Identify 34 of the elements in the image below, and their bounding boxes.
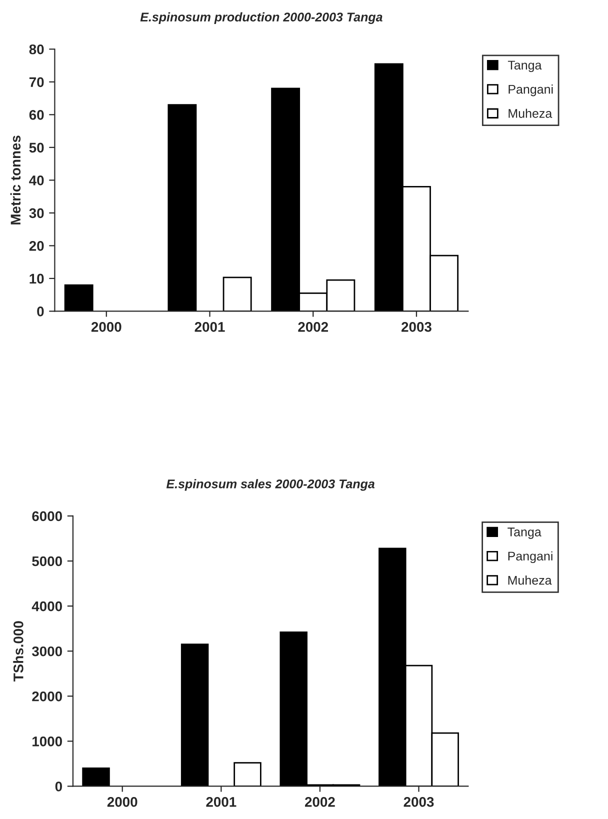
- y-tick-label: 2000: [32, 691, 62, 702]
- legend-label: Tanga: [508, 528, 542, 539]
- y-tick-label: 20: [29, 241, 44, 251]
- y-tick-label: 5000: [32, 556, 62, 566]
- x-tick-label: 2003: [404, 797, 434, 807]
- y-tick-label: 6000: [32, 511, 62, 522]
- legend-label: Tanga: [508, 60, 542, 72]
- y-tick-label: 10: [30, 274, 44, 284]
- x-tick-label: 2001: [206, 797, 236, 807]
- x-tick-label: 2002: [304, 797, 335, 807]
- y-axis-title: TShs.000: [13, 621, 24, 682]
- legend-label: Pangani: [508, 551, 552, 564]
- y-tick-label: 0: [55, 782, 62, 792]
- x-tick-label: 2000: [91, 322, 122, 332]
- y-tick-label: 50: [29, 142, 44, 153]
- y-tick-label: 40: [29, 176, 44, 186]
- y-tick-label: 4000: [32, 601, 62, 612]
- y-tick-label: 30: [29, 208, 44, 218]
- y-tick-label: 0: [37, 306, 44, 316]
- legend-label: Muheza: [508, 576, 552, 585]
- x-tick-label: 2002: [298, 322, 328, 332]
- y-tick-label: 70: [29, 77, 44, 88]
- y-tick-label: 60: [29, 110, 44, 120]
- x-tick-label: 2003: [402, 322, 432, 332]
- y-axis-title: Metric tonnes: [10, 136, 21, 224]
- legend-label: Muheza: [508, 108, 552, 118]
- chart-title: E.spinosum production 2000-2003 Tanga: [140, 12, 382, 24]
- legend-label: Pangani: [508, 84, 553, 96]
- chart-title: E.spinosum sales 2000-2003 Tanga: [166, 479, 375, 491]
- y-tick-label: 80: [29, 44, 44, 54]
- x-tick-label: 2000: [107, 797, 138, 807]
- y-tick-label: 1000: [32, 736, 62, 746]
- y-tick-label: 3000: [32, 646, 62, 656]
- x-tick-label: 2001: [194, 322, 225, 332]
